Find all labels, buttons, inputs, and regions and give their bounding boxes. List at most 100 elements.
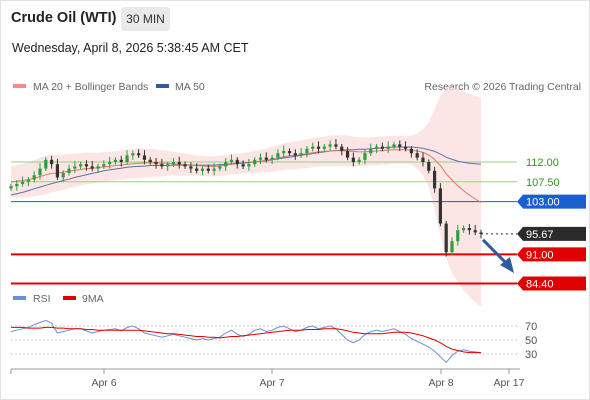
level-label: 103.00 xyxy=(526,197,560,209)
level-tag xyxy=(517,276,586,291)
candle-body xyxy=(67,168,71,173)
level-label: 91.00 xyxy=(526,249,554,261)
candle-body xyxy=(84,164,89,167)
rsi-ma-line xyxy=(11,326,481,354)
legend-swatch-rsi xyxy=(13,296,26,300)
candle-body xyxy=(50,159,54,165)
candle-body xyxy=(160,164,164,167)
candle-body xyxy=(218,166,222,169)
candle-body xyxy=(398,144,402,147)
candle-body xyxy=(421,157,425,162)
candle-body xyxy=(235,159,239,165)
candle-body xyxy=(166,164,170,167)
candle-body xyxy=(392,144,396,147)
candle-body xyxy=(26,179,31,182)
level-tag xyxy=(517,247,586,262)
rsi-line xyxy=(10,319,482,364)
candle-body xyxy=(44,159,48,169)
credit-label: Research © 2026 Trading Central xyxy=(424,81,581,93)
legend-label-ma50: MA 50 xyxy=(175,81,205,93)
candle-body xyxy=(131,153,135,156)
timeframe-button[interactable]: 30 MIN xyxy=(121,7,170,31)
legend-label-9ma: 9MA xyxy=(82,293,104,305)
rsi-tick-label: 50 xyxy=(525,335,537,347)
legend-swatch-ma20 xyxy=(13,84,26,88)
candle-body xyxy=(467,228,471,231)
candle-body xyxy=(15,184,19,187)
candle-body xyxy=(450,241,454,253)
candle-body xyxy=(9,186,13,189)
candle-body xyxy=(287,151,292,154)
candle-body xyxy=(444,223,448,253)
rsi-tick-label: 30 xyxy=(525,349,537,361)
candle-body xyxy=(293,153,297,156)
x-tick-label: Apr 7 xyxy=(259,377,284,389)
candle-body xyxy=(299,153,303,156)
candle-body xyxy=(351,157,355,162)
candle-body xyxy=(177,162,181,165)
candle-body xyxy=(345,151,350,158)
candle-body xyxy=(241,164,245,167)
candle-body xyxy=(224,162,228,167)
candle-body xyxy=(200,168,205,171)
candle-body xyxy=(380,146,384,149)
candle-body xyxy=(108,162,112,165)
candle-body xyxy=(415,153,419,158)
candle-body xyxy=(328,144,332,147)
candle-body xyxy=(374,146,379,149)
candle-body xyxy=(276,153,280,158)
x-tick-label: Apr 17 xyxy=(494,377,525,389)
candle-body xyxy=(456,230,460,242)
level-tag xyxy=(517,226,586,241)
legend-swatch-9ma xyxy=(63,296,76,300)
candle-body xyxy=(206,168,210,171)
candle-body xyxy=(90,166,94,169)
bollinger-band-area xyxy=(11,87,481,307)
instrument-title: Crude Oil (WTI) xyxy=(11,10,117,26)
candle-body xyxy=(363,153,367,160)
candle-body xyxy=(282,151,286,154)
candle-body xyxy=(79,164,83,167)
level-label: 84.40 xyxy=(526,278,554,290)
candle-body xyxy=(357,159,361,162)
candle-body xyxy=(148,159,152,162)
candle-body xyxy=(253,159,257,165)
candle-body xyxy=(427,162,431,171)
candle-body xyxy=(171,162,176,165)
candle-body xyxy=(113,159,118,162)
candle-body xyxy=(264,157,268,160)
candle-body xyxy=(369,148,373,154)
candle-body xyxy=(142,155,147,160)
forecast-arrowhead xyxy=(500,257,514,273)
candle-body xyxy=(432,170,437,189)
candle-body xyxy=(386,146,390,149)
legend-label-rsi: RSI xyxy=(33,293,51,305)
candle-body xyxy=(73,166,77,169)
level-label: 95.67 xyxy=(526,229,554,241)
candle-body xyxy=(403,146,408,149)
level-label: 107.50 xyxy=(526,177,560,189)
candle-body xyxy=(270,157,274,160)
candle-body xyxy=(438,188,442,224)
candle-body xyxy=(229,159,234,162)
level-label: 112.00 xyxy=(526,157,559,169)
candle-body xyxy=(479,232,483,234)
candle-body xyxy=(258,157,263,160)
candle-body xyxy=(189,166,193,169)
candle-body xyxy=(409,148,413,154)
candle-body xyxy=(154,162,158,165)
candle-body xyxy=(212,168,216,171)
candle-body xyxy=(119,159,123,162)
candle-body xyxy=(473,230,477,233)
candle-body xyxy=(21,181,25,184)
legend-label-ma20: MA 20 + Bollinger Bands xyxy=(33,81,148,93)
x-tick-label: Apr 6 xyxy=(91,377,116,389)
candle-body xyxy=(125,155,129,162)
candle-body xyxy=(311,146,315,149)
candle-body xyxy=(137,153,141,156)
candle-body xyxy=(96,166,100,169)
candle-body xyxy=(183,164,187,167)
forecast-arrow xyxy=(481,238,509,266)
candle-body xyxy=(195,168,199,171)
legend-swatch-ma50 xyxy=(156,84,169,88)
